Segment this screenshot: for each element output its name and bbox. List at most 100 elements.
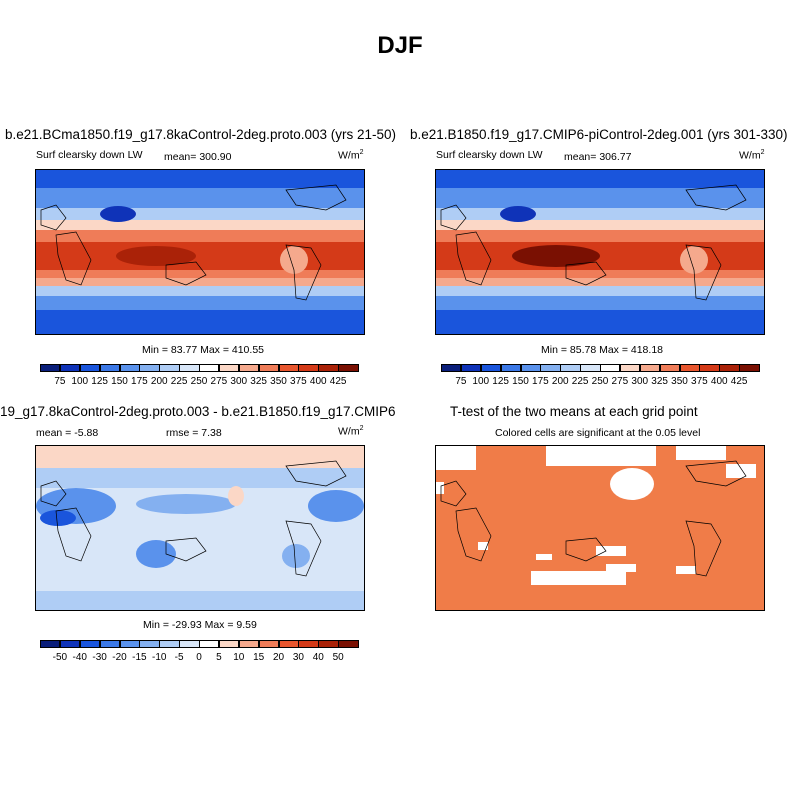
colorbar-tick-label: -40 — [72, 652, 87, 663]
panel1-map — [35, 169, 365, 335]
colorbar-tick-label: 40 — [312, 652, 324, 663]
colorbar-cell — [480, 364, 502, 372]
panel4-map — [435, 445, 765, 611]
panel2-map — [435, 169, 765, 335]
colorbar-cell — [99, 364, 120, 372]
colorbar-tick-label: 75 — [54, 376, 66, 387]
panel4-subtitle: Colored cells are significant at the 0.0… — [495, 427, 701, 439]
colorbar-cell — [59, 364, 81, 372]
colorbar-cell — [179, 364, 200, 372]
panel3-title: 19_g17.8kaControl-2deg.proto.003 - b.e21… — [0, 404, 395, 419]
colorbar-cell — [659, 364, 680, 372]
colorbar-tick-label: 225 — [571, 376, 589, 387]
colorbar-cell — [258, 364, 279, 372]
colorbar-tick-label: -10 — [152, 652, 167, 663]
colorbar-cell — [520, 364, 541, 372]
panel1-colorbar: 75 100 125 150 175 200 225 250 275 300 325 350 375 40… — [40, 364, 359, 390]
colorbar-cell — [218, 640, 240, 648]
colorbar-cell — [278, 364, 299, 372]
colorbar-tick-label: 0 — [196, 652, 202, 663]
panel3-units: W/m2 — [338, 425, 364, 438]
colorbar-tick-label: 250 — [591, 376, 609, 387]
panel2-colorbar: 75 100 125 150 175 200 225 250 275 300 325 350 375 40… — [441, 364, 760, 390]
colorbar-tick-label: -20 — [112, 652, 127, 663]
colorbar-cell — [159, 640, 180, 648]
panel1-title: b.e21.BCma1850.f19_g17.8kaControl-2deg.p… — [5, 127, 396, 142]
colorbar-cell — [218, 364, 240, 372]
colorbar-tick-label: 325 — [651, 376, 668, 387]
colorbar-tick-label: 175 — [131, 376, 148, 387]
colorbar-cell — [139, 640, 160, 648]
colorbar-cell — [179, 640, 200, 648]
colorbar-cell — [580, 364, 601, 372]
colorbar-cell — [238, 640, 260, 648]
colorbar-tick-label: 300 — [631, 376, 649, 387]
colorbar-tick-label: 275 — [210, 376, 228, 387]
colorbar-cell — [318, 640, 339, 648]
colorbar-tick-label: -30 — [92, 652, 107, 663]
colorbar-tick-label: 75 — [455, 376, 467, 387]
colorbar-tick-label: 225 — [170, 376, 188, 387]
colorbar-cell — [460, 364, 482, 372]
colorbar-cell — [441, 364, 462, 372]
colorbar-cell — [540, 364, 561, 372]
panel2-variable-label: Surf clearsky down LW — [436, 149, 543, 161]
panel3-colorbar: -50 -40 -30 -20 -15 -10 -5 0 5 10 15 20 30 40 50 — [40, 640, 359, 666]
colorbar-cell — [139, 364, 160, 372]
panel2-units: W/m2 — [739, 149, 765, 162]
panel4-title: T-test of the two means at each grid poi… — [450, 404, 698, 419]
panel2-mean-label: mean= 306.77 — [564, 151, 632, 163]
colorbar-tick-label: 325 — [250, 376, 267, 387]
colorbar-cell — [79, 640, 101, 648]
colorbar-tick-label: 150 — [512, 376, 529, 387]
colorbar-cell — [600, 364, 621, 372]
colorbar-cell — [238, 364, 260, 372]
colorbar-tick-label: 10 — [233, 652, 245, 663]
colorbar-cell — [258, 640, 279, 648]
colorbar-tick-label: 200 — [551, 376, 569, 387]
colorbar-tick-label: 200 — [150, 376, 168, 387]
panel3-minmax: Min = -29.93 Max = 9.59 — [143, 619, 257, 631]
colorbar-cell — [619, 364, 641, 372]
colorbar-cell — [199, 640, 220, 648]
colorbar-tick-label: 400 — [309, 376, 327, 387]
colorbar-tick-label: 300 — [230, 376, 248, 387]
colorbar-tick-label: 100 — [71, 376, 89, 387]
colorbar-tick-label: -5 — [174, 652, 184, 663]
colorbar-tick-label: 350 — [270, 376, 287, 387]
colorbar-cell — [500, 364, 521, 372]
colorbar-tick-label: 250 — [190, 376, 208, 387]
colorbar-tick-label: 425 — [329, 376, 347, 387]
colorbar-cell — [159, 364, 180, 372]
figure-title: DJF — [377, 32, 423, 59]
colorbar-cell — [719, 364, 740, 372]
colorbar-cell — [199, 364, 220, 372]
colorbar-tick-label: 15 — [253, 652, 265, 663]
panel3-map — [35, 445, 365, 611]
colorbar-tick-label: 30 — [292, 652, 304, 663]
panel1-variable-label: Surf clearsky down LW — [36, 149, 143, 161]
colorbar-tick-label: 375 — [290, 376, 307, 387]
colorbar-tick-label: 375 — [691, 376, 708, 387]
colorbar-cell — [79, 364, 101, 372]
colorbar-cell — [560, 364, 581, 372]
colorbar-tick-label: 125 — [492, 376, 509, 387]
colorbar-cell — [298, 364, 319, 372]
colorbar-cell — [99, 640, 120, 648]
colorbar-tick-label: 275 — [611, 376, 629, 387]
panel3-rmse-label: rmse = 7.38 — [166, 427, 222, 439]
colorbar-cell — [119, 364, 140, 372]
colorbar-cell — [699, 364, 720, 372]
colorbar-tick-label: 5 — [216, 652, 222, 663]
colorbar-cell — [639, 364, 661, 372]
significance-fill — [436, 446, 764, 610]
colorbar-cell — [278, 640, 299, 648]
colorbar-tick-label: 50 — [332, 652, 344, 663]
panel1-units: W/m2 — [338, 149, 364, 162]
colorbar-tick-label: 400 — [710, 376, 728, 387]
colorbar-cell — [318, 364, 339, 372]
colorbar-tick-label: 175 — [532, 376, 549, 387]
colorbar-tick-label: -50 — [52, 652, 68, 663]
colorbar-cell — [119, 640, 140, 648]
colorbar-tick-label: 125 — [91, 376, 108, 387]
